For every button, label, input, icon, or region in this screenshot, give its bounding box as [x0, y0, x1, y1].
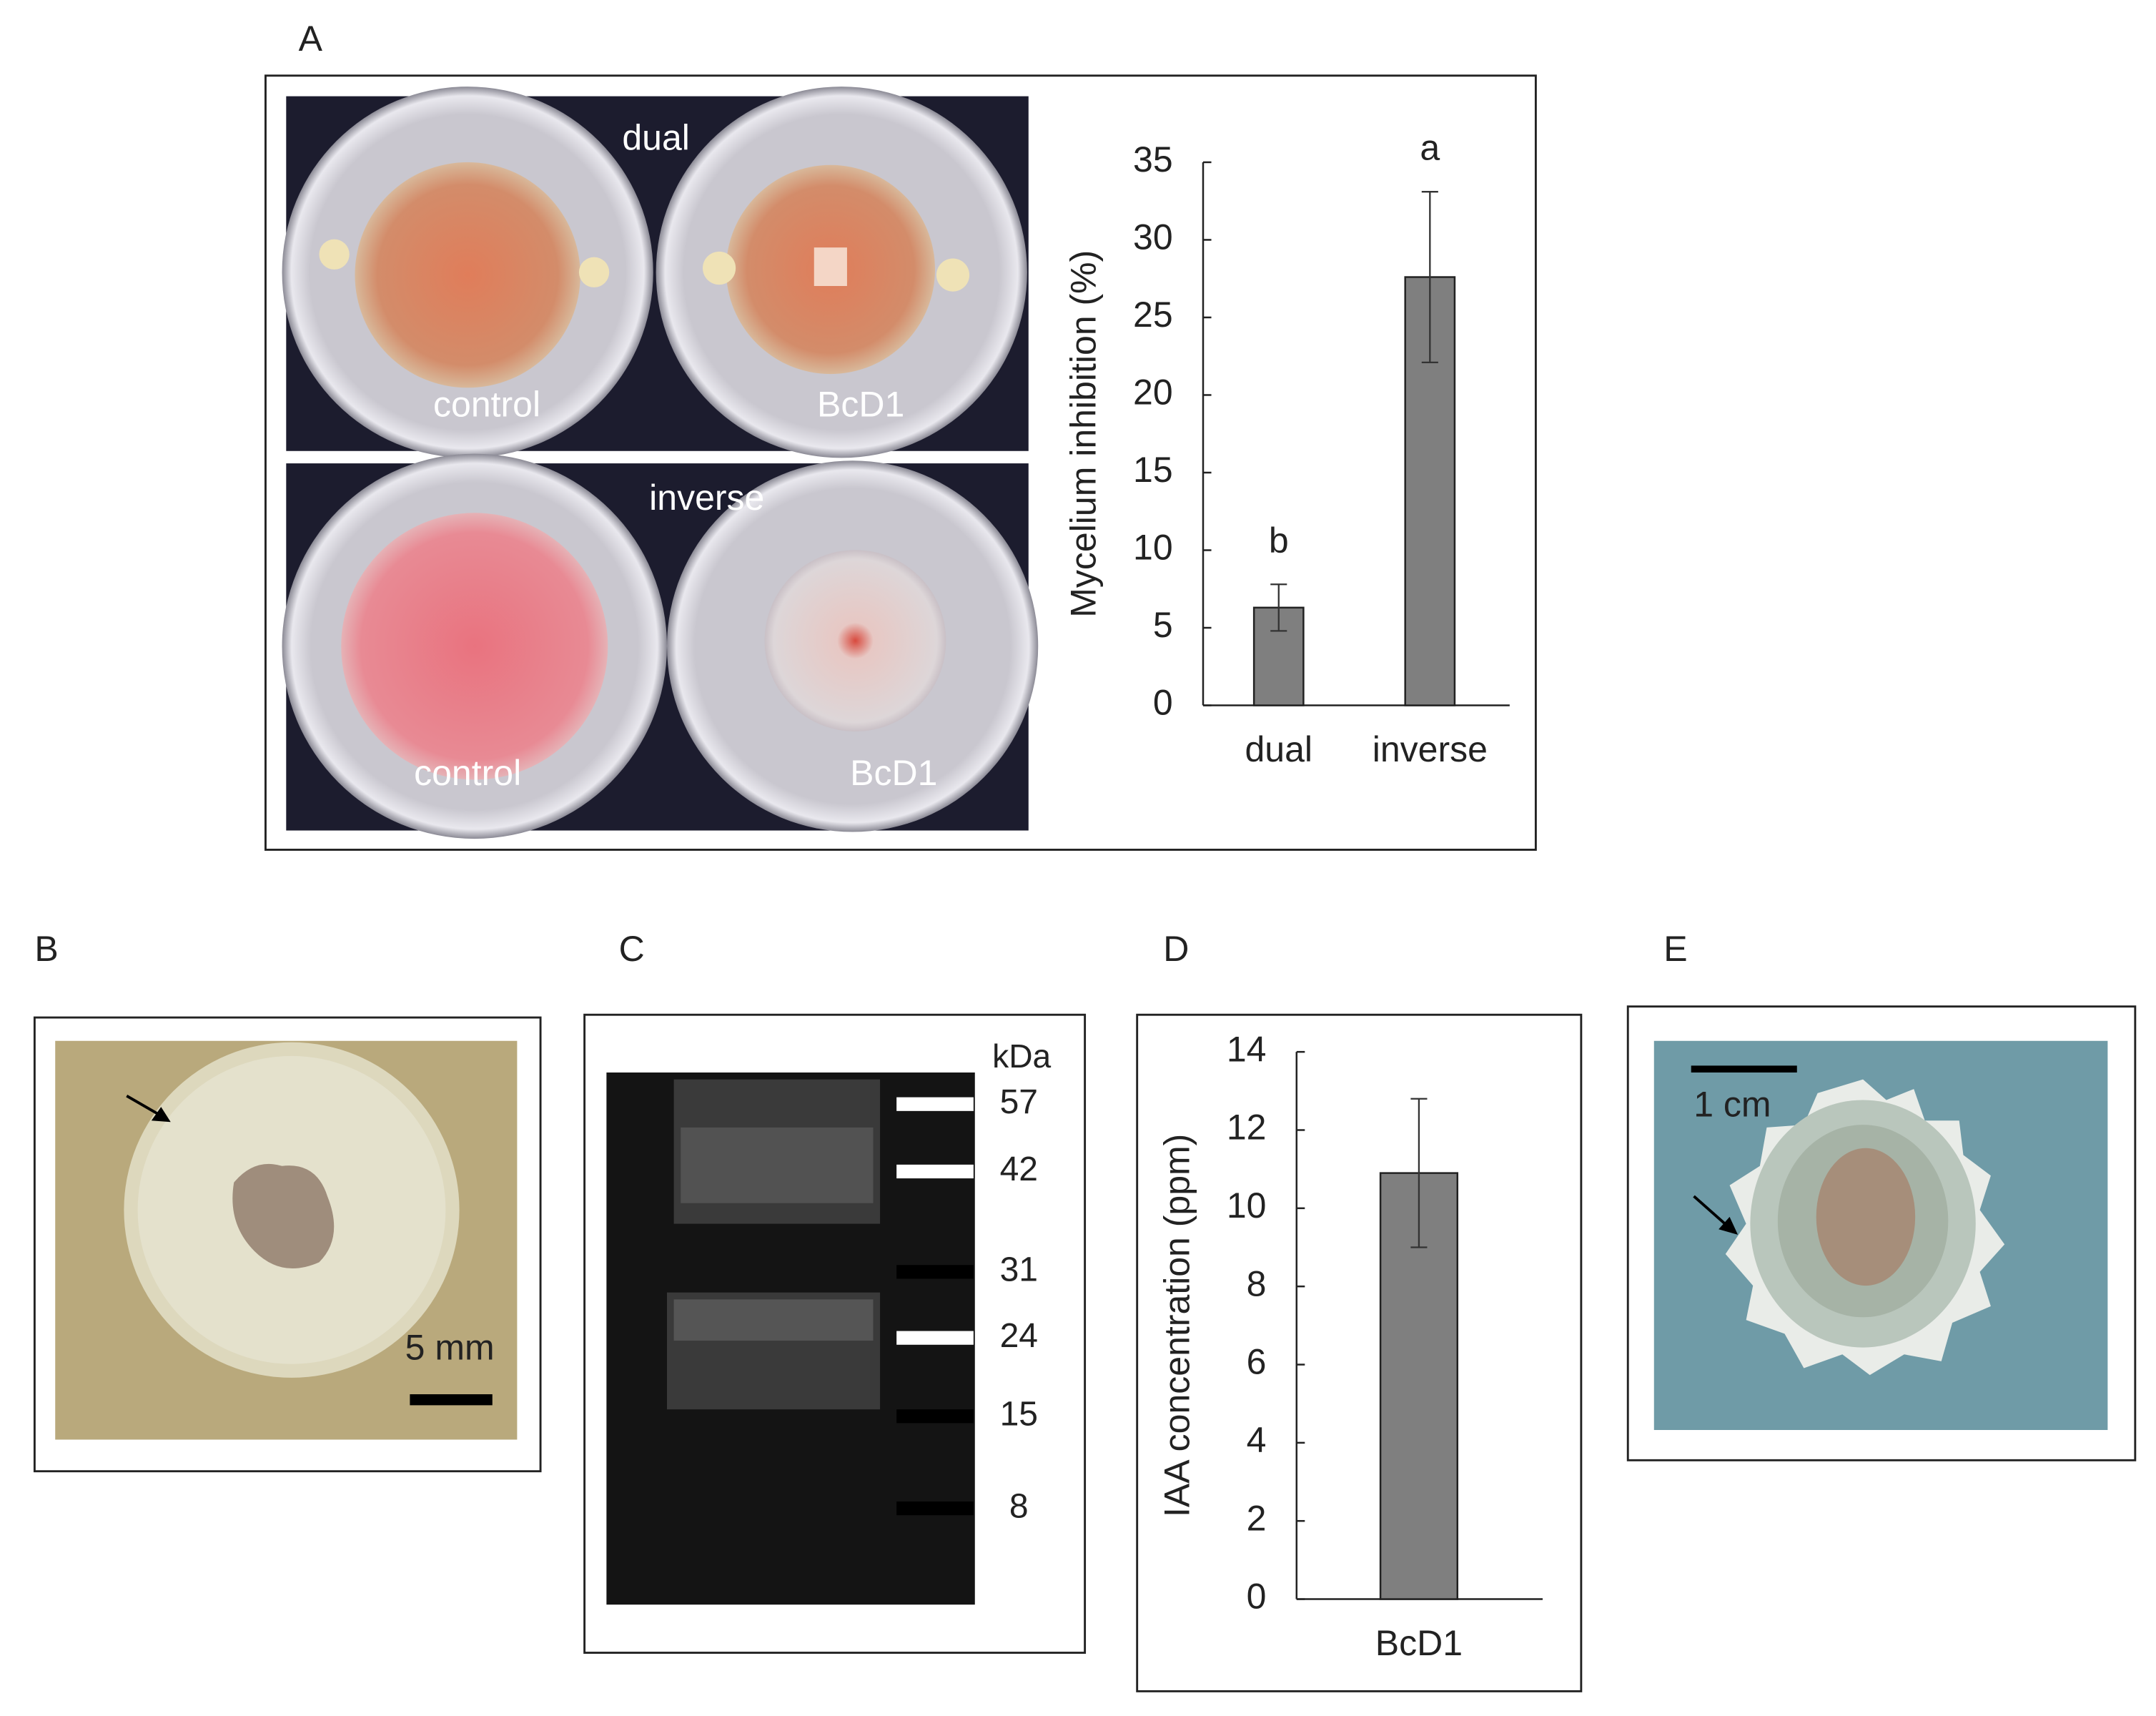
marker-label: 24	[1000, 1316, 1038, 1355]
marker-band	[896, 1265, 974, 1279]
y-tick-label: 5	[1153, 605, 1173, 645]
x-tick-label: BcD1	[1375, 1623, 1463, 1663]
y-tick-label: 12	[1227, 1108, 1267, 1148]
halo-photo	[55, 1040, 518, 1440]
y-tick-label: 30	[1133, 217, 1173, 257]
y-tick-label: 14	[1227, 1029, 1267, 1069]
colony-photo	[1653, 1040, 2108, 1430]
y-tick-label: 0	[1247, 1577, 1267, 1617]
significance-label: a	[1420, 128, 1440, 168]
plate-label: inverse	[649, 478, 764, 518]
marker-band	[896, 1409, 974, 1424]
y-axis-label: IAA concentration (ppm)	[1157, 1134, 1197, 1517]
scale-bar-label: 1 cm	[1693, 1084, 1771, 1124]
y-tick-label: 20	[1133, 373, 1173, 413]
y-tick-label: 2	[1247, 1498, 1267, 1538]
y-tick-label: 10	[1133, 528, 1173, 568]
scale-bar-label: 5 mm	[405, 1328, 495, 1368]
panel-frame	[583, 1013, 1087, 1654]
y-axis-label: Mycelium inhibition (%)	[1064, 250, 1104, 618]
panel-frame	[264, 74, 1537, 851]
panel-label: A	[299, 19, 323, 59]
plate-photo	[282, 87, 1039, 839]
panel-frame	[33, 1016, 542, 1473]
y-tick-label: 0	[1153, 683, 1173, 723]
y-tick-label: 6	[1247, 1342, 1267, 1382]
panel-frame	[1136, 1013, 1583, 1692]
marker-label: 31	[1000, 1251, 1038, 1289]
marker-band	[896, 1164, 974, 1179]
x-tick-label: inverse	[1373, 729, 1488, 769]
y-tick-label: 25	[1133, 295, 1173, 335]
gel-unit: kDa	[992, 1037, 1051, 1075]
panel-label: C	[619, 929, 645, 969]
marker-label: 42	[1000, 1150, 1038, 1188]
panel-label: B	[34, 929, 58, 969]
y-tick-label: 10	[1227, 1185, 1267, 1226]
gel-markers: 57 42 31 24 15 8	[896, 1083, 1038, 1525]
marker-label: 15	[1000, 1394, 1038, 1433]
marker-band	[896, 1331, 974, 1345]
gel-image	[606, 1072, 975, 1605]
plate-label: control	[414, 753, 521, 793]
plate-label: dual	[622, 117, 690, 157]
marker-band	[896, 1097, 974, 1111]
plate-label: BcD1	[850, 753, 937, 793]
panel-frame	[1626, 1005, 2137, 1461]
y-tick-label: 4	[1247, 1420, 1267, 1460]
marker-label: 8	[1009, 1486, 1029, 1525]
marker-label: 57	[1000, 1083, 1038, 1121]
panel-label: E	[1663, 929, 1687, 969]
x-tick-label: dual	[1245, 729, 1313, 769]
plate-label: control	[433, 384, 540, 424]
panel-label: D	[1163, 929, 1189, 969]
y-tick-label: 35	[1133, 139, 1173, 179]
plate-label: BcD1	[817, 384, 904, 424]
y-tick-label: 8	[1247, 1263, 1267, 1303]
y-tick-label: 15	[1133, 450, 1173, 490]
marker-band	[896, 1502, 974, 1516]
significance-label: b	[1269, 521, 1289, 561]
